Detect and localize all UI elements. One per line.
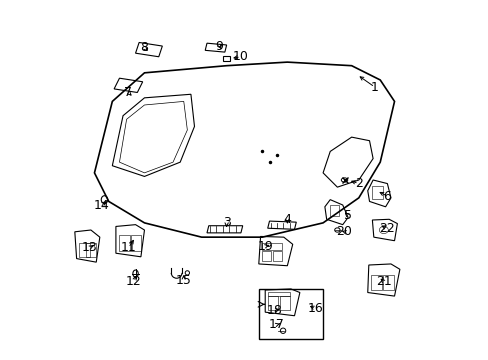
Text: 3: 3	[222, 216, 230, 229]
Text: 2: 2	[354, 177, 362, 190]
Bar	[372, 186, 382, 199]
Bar	[267, 296, 278, 310]
Text: 11: 11	[120, 241, 136, 255]
Bar	[119, 235, 130, 251]
Text: 19: 19	[258, 240, 273, 253]
Bar	[262, 251, 271, 261]
Bar	[262, 243, 282, 249]
Bar	[258, 289, 323, 339]
Text: 14: 14	[94, 198, 109, 212]
Text: 12: 12	[125, 275, 142, 288]
Text: 5: 5	[344, 209, 351, 222]
Bar	[329, 205, 339, 216]
Bar	[370, 275, 381, 290]
Text: 6: 6	[383, 190, 390, 203]
Text: 20: 20	[336, 225, 352, 238]
Text: 18: 18	[266, 304, 282, 317]
Bar	[267, 292, 290, 296]
Text: 15: 15	[176, 274, 191, 287]
Text: 22: 22	[379, 222, 394, 235]
Text: 4: 4	[283, 213, 291, 226]
Text: 10: 10	[232, 50, 248, 63]
Bar	[131, 235, 141, 251]
Text: 21: 21	[375, 275, 391, 288]
Bar	[80, 243, 90, 257]
Bar	[382, 275, 393, 290]
Bar	[85, 243, 96, 257]
Text: 7: 7	[124, 86, 132, 99]
Text: 16: 16	[307, 302, 323, 315]
Bar	[272, 251, 282, 261]
Text: 17: 17	[268, 318, 284, 331]
Bar	[279, 296, 290, 310]
Text: 9: 9	[215, 40, 223, 53]
Text: 13: 13	[81, 241, 97, 255]
Bar	[223, 57, 230, 62]
Text: 1: 1	[370, 81, 378, 94]
Text: 8: 8	[140, 41, 148, 54]
